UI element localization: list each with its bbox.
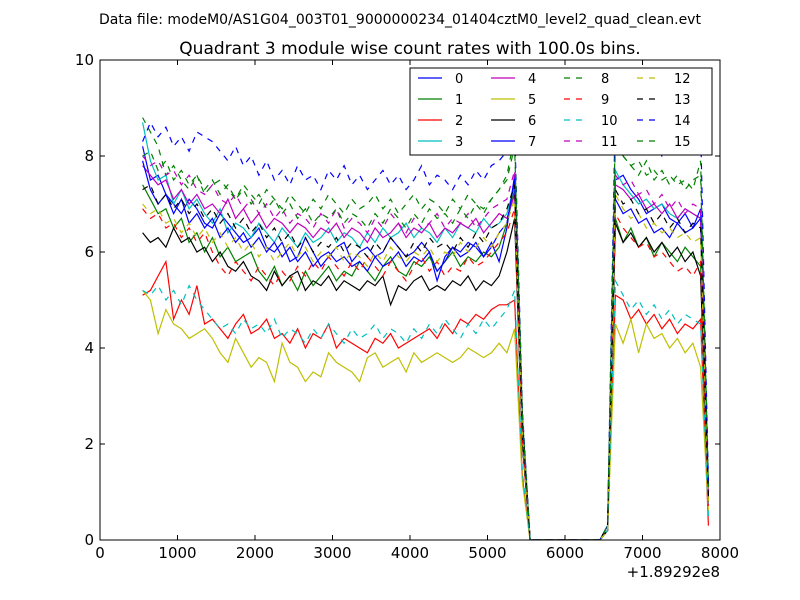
y-tick-label: 2 bbox=[84, 435, 94, 453]
legend-label-11: 11 bbox=[601, 135, 618, 150]
legend-label-13: 13 bbox=[674, 93, 691, 108]
legend-label-5: 5 bbox=[528, 93, 536, 108]
x-tick-label: 6000 bbox=[546, 544, 584, 562]
legend-label-14: 14 bbox=[674, 114, 691, 129]
x-tick-label: 4000 bbox=[391, 544, 429, 562]
y-tick-label: 8 bbox=[84, 147, 94, 165]
x-tick-label: 7000 bbox=[623, 544, 661, 562]
legend-label-15: 15 bbox=[674, 135, 691, 150]
series-line-7 bbox=[142, 160, 709, 540]
y-tick-label: 6 bbox=[84, 243, 94, 261]
series-line-8 bbox=[142, 117, 709, 540]
x-tick-label: 8000 bbox=[701, 544, 739, 562]
legend-label-9: 9 bbox=[601, 93, 609, 108]
series-line-14 bbox=[142, 103, 709, 540]
legend-label-0: 0 bbox=[455, 72, 463, 87]
legend-label-7: 7 bbox=[528, 135, 536, 150]
series-line-10 bbox=[142, 278, 709, 540]
series-line-9 bbox=[142, 208, 709, 540]
legend-label-8: 8 bbox=[601, 72, 609, 87]
legend-label-3: 3 bbox=[455, 135, 463, 150]
x-axis-offset-label: +1.89292e8 bbox=[627, 563, 720, 581]
series-line-2 bbox=[142, 259, 709, 540]
x-tick-label: 2000 bbox=[236, 544, 274, 562]
y-tick-label: 0 bbox=[84, 531, 94, 549]
legend-box bbox=[409, 67, 713, 156]
y-tick-label: 4 bbox=[84, 339, 94, 357]
x-tick-label: 3000 bbox=[313, 544, 351, 562]
x-tick-label: 1000 bbox=[158, 544, 196, 562]
legend-label-4: 4 bbox=[528, 72, 536, 87]
legend-label-1: 1 bbox=[455, 93, 463, 108]
series-line-15 bbox=[142, 136, 709, 540]
legend-label-12: 12 bbox=[674, 72, 691, 87]
series-line-13 bbox=[142, 183, 709, 540]
series-line-12 bbox=[142, 192, 709, 540]
legend-label-2: 2 bbox=[455, 114, 463, 129]
y-tick-label: 10 bbox=[75, 51, 94, 69]
plot-frame bbox=[99, 59, 721, 541]
legend-label-6: 6 bbox=[528, 114, 536, 129]
legend-label-10: 10 bbox=[601, 114, 618, 129]
series-layer bbox=[142, 103, 709, 540]
series-line-6 bbox=[142, 218, 709, 540]
x-tick-label: 5000 bbox=[468, 544, 506, 562]
x-tick-label: 0 bbox=[95, 544, 105, 562]
chart-title: Quadrant 3 module wise count rates with … bbox=[179, 39, 640, 59]
series-line-5 bbox=[142, 290, 709, 540]
figure-suptitle: Data file: modeM0/AS1G04_003T01_90000002… bbox=[99, 12, 701, 28]
